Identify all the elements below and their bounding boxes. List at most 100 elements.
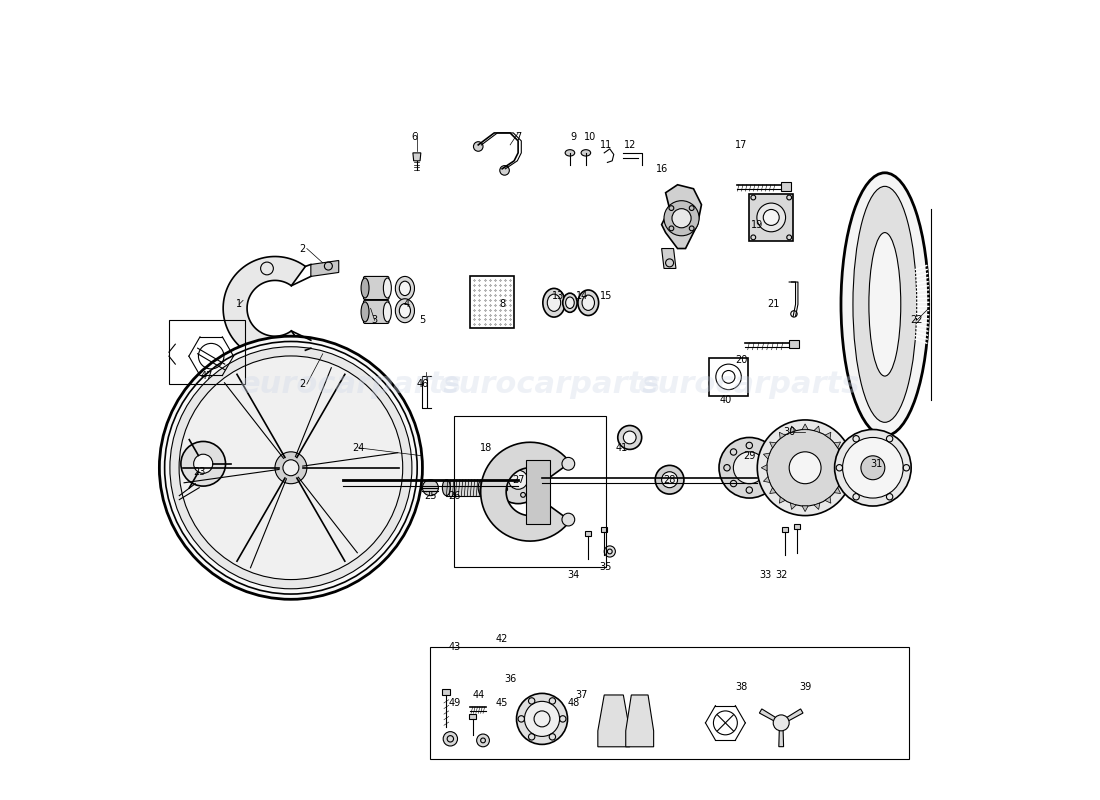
Text: 26: 26 <box>448 490 461 501</box>
Text: 3: 3 <box>372 315 377 326</box>
Text: eurocarparts: eurocarparts <box>638 370 860 398</box>
Text: 27: 27 <box>512 474 525 485</box>
Polygon shape <box>597 695 629 746</box>
Text: 13: 13 <box>552 291 564 302</box>
Text: 17: 17 <box>735 140 748 150</box>
Polygon shape <box>626 695 653 746</box>
Ellipse shape <box>395 298 415 322</box>
Circle shape <box>562 458 574 470</box>
Circle shape <box>664 201 700 236</box>
Polygon shape <box>759 709 777 722</box>
Ellipse shape <box>582 295 594 310</box>
Ellipse shape <box>478 480 486 496</box>
Circle shape <box>757 420 852 515</box>
Ellipse shape <box>656 466 684 494</box>
Bar <box>470 714 476 719</box>
Bar <box>601 526 607 531</box>
Bar <box>789 340 799 348</box>
Polygon shape <box>770 488 776 494</box>
Circle shape <box>767 430 844 506</box>
Bar <box>585 530 592 535</box>
Text: 7: 7 <box>515 132 521 142</box>
Circle shape <box>499 166 509 175</box>
Text: 23: 23 <box>192 466 206 477</box>
Bar <box>471 277 514 328</box>
Ellipse shape <box>578 290 598 315</box>
Ellipse shape <box>399 282 410 295</box>
FancyBboxPatch shape <box>363 277 389 299</box>
Polygon shape <box>834 488 840 494</box>
Polygon shape <box>791 426 796 433</box>
Polygon shape <box>779 432 785 438</box>
Text: 1: 1 <box>236 299 242 310</box>
Text: 42: 42 <box>496 634 508 644</box>
Text: 10: 10 <box>584 132 596 142</box>
Polygon shape <box>761 465 767 471</box>
Circle shape <box>861 456 884 480</box>
Text: 4: 4 <box>404 299 409 310</box>
Text: 38: 38 <box>735 682 748 692</box>
Circle shape <box>275 452 307 484</box>
Text: 14: 14 <box>575 291 589 302</box>
Bar <box>782 526 789 531</box>
Circle shape <box>734 452 766 484</box>
Circle shape <box>525 702 560 737</box>
Text: 33: 33 <box>759 570 771 580</box>
Ellipse shape <box>565 150 574 156</box>
Circle shape <box>169 346 411 589</box>
Text: 48: 48 <box>568 698 580 708</box>
Bar <box>442 689 450 695</box>
Text: 2: 2 <box>299 243 306 254</box>
Ellipse shape <box>384 302 392 322</box>
Polygon shape <box>779 497 785 503</box>
Text: 37: 37 <box>575 690 589 700</box>
Circle shape <box>180 442 226 486</box>
Ellipse shape <box>384 278 392 298</box>
Ellipse shape <box>618 426 641 450</box>
Ellipse shape <box>542 288 565 317</box>
Polygon shape <box>779 729 783 746</box>
Bar <box>794 524 801 529</box>
Circle shape <box>473 142 483 151</box>
Polygon shape <box>785 709 803 722</box>
Polygon shape <box>840 477 847 482</box>
Circle shape <box>179 356 403 579</box>
Polygon shape <box>791 503 796 510</box>
Circle shape <box>194 454 212 474</box>
Ellipse shape <box>361 278 368 298</box>
Circle shape <box>160 336 422 599</box>
Text: 11: 11 <box>600 140 612 150</box>
Text: 8: 8 <box>499 299 505 310</box>
Text: 20: 20 <box>735 355 748 365</box>
Circle shape <box>508 470 528 490</box>
Text: 25: 25 <box>425 490 437 501</box>
Text: 34: 34 <box>568 570 580 580</box>
Text: 9: 9 <box>571 132 578 142</box>
Text: 28: 28 <box>663 474 675 485</box>
Polygon shape <box>814 503 820 510</box>
Circle shape <box>757 203 785 232</box>
Polygon shape <box>802 424 808 430</box>
Polygon shape <box>661 185 702 249</box>
Polygon shape <box>223 257 306 360</box>
Circle shape <box>843 438 903 498</box>
Polygon shape <box>763 477 770 482</box>
Polygon shape <box>825 497 830 503</box>
Polygon shape <box>763 453 770 459</box>
Bar <box>169 320 244 384</box>
Circle shape <box>604 546 615 557</box>
Text: 15: 15 <box>600 291 612 302</box>
Text: 30: 30 <box>783 427 795 437</box>
Circle shape <box>789 452 821 484</box>
Polygon shape <box>481 442 570 541</box>
Polygon shape <box>834 442 840 448</box>
Ellipse shape <box>399 303 410 318</box>
Text: 2: 2 <box>299 379 306 389</box>
Polygon shape <box>412 153 421 161</box>
Ellipse shape <box>442 480 450 496</box>
Circle shape <box>283 460 299 476</box>
Text: 44: 44 <box>472 690 484 700</box>
Text: 45: 45 <box>496 698 508 708</box>
Ellipse shape <box>869 233 901 376</box>
Text: 35: 35 <box>600 562 612 573</box>
